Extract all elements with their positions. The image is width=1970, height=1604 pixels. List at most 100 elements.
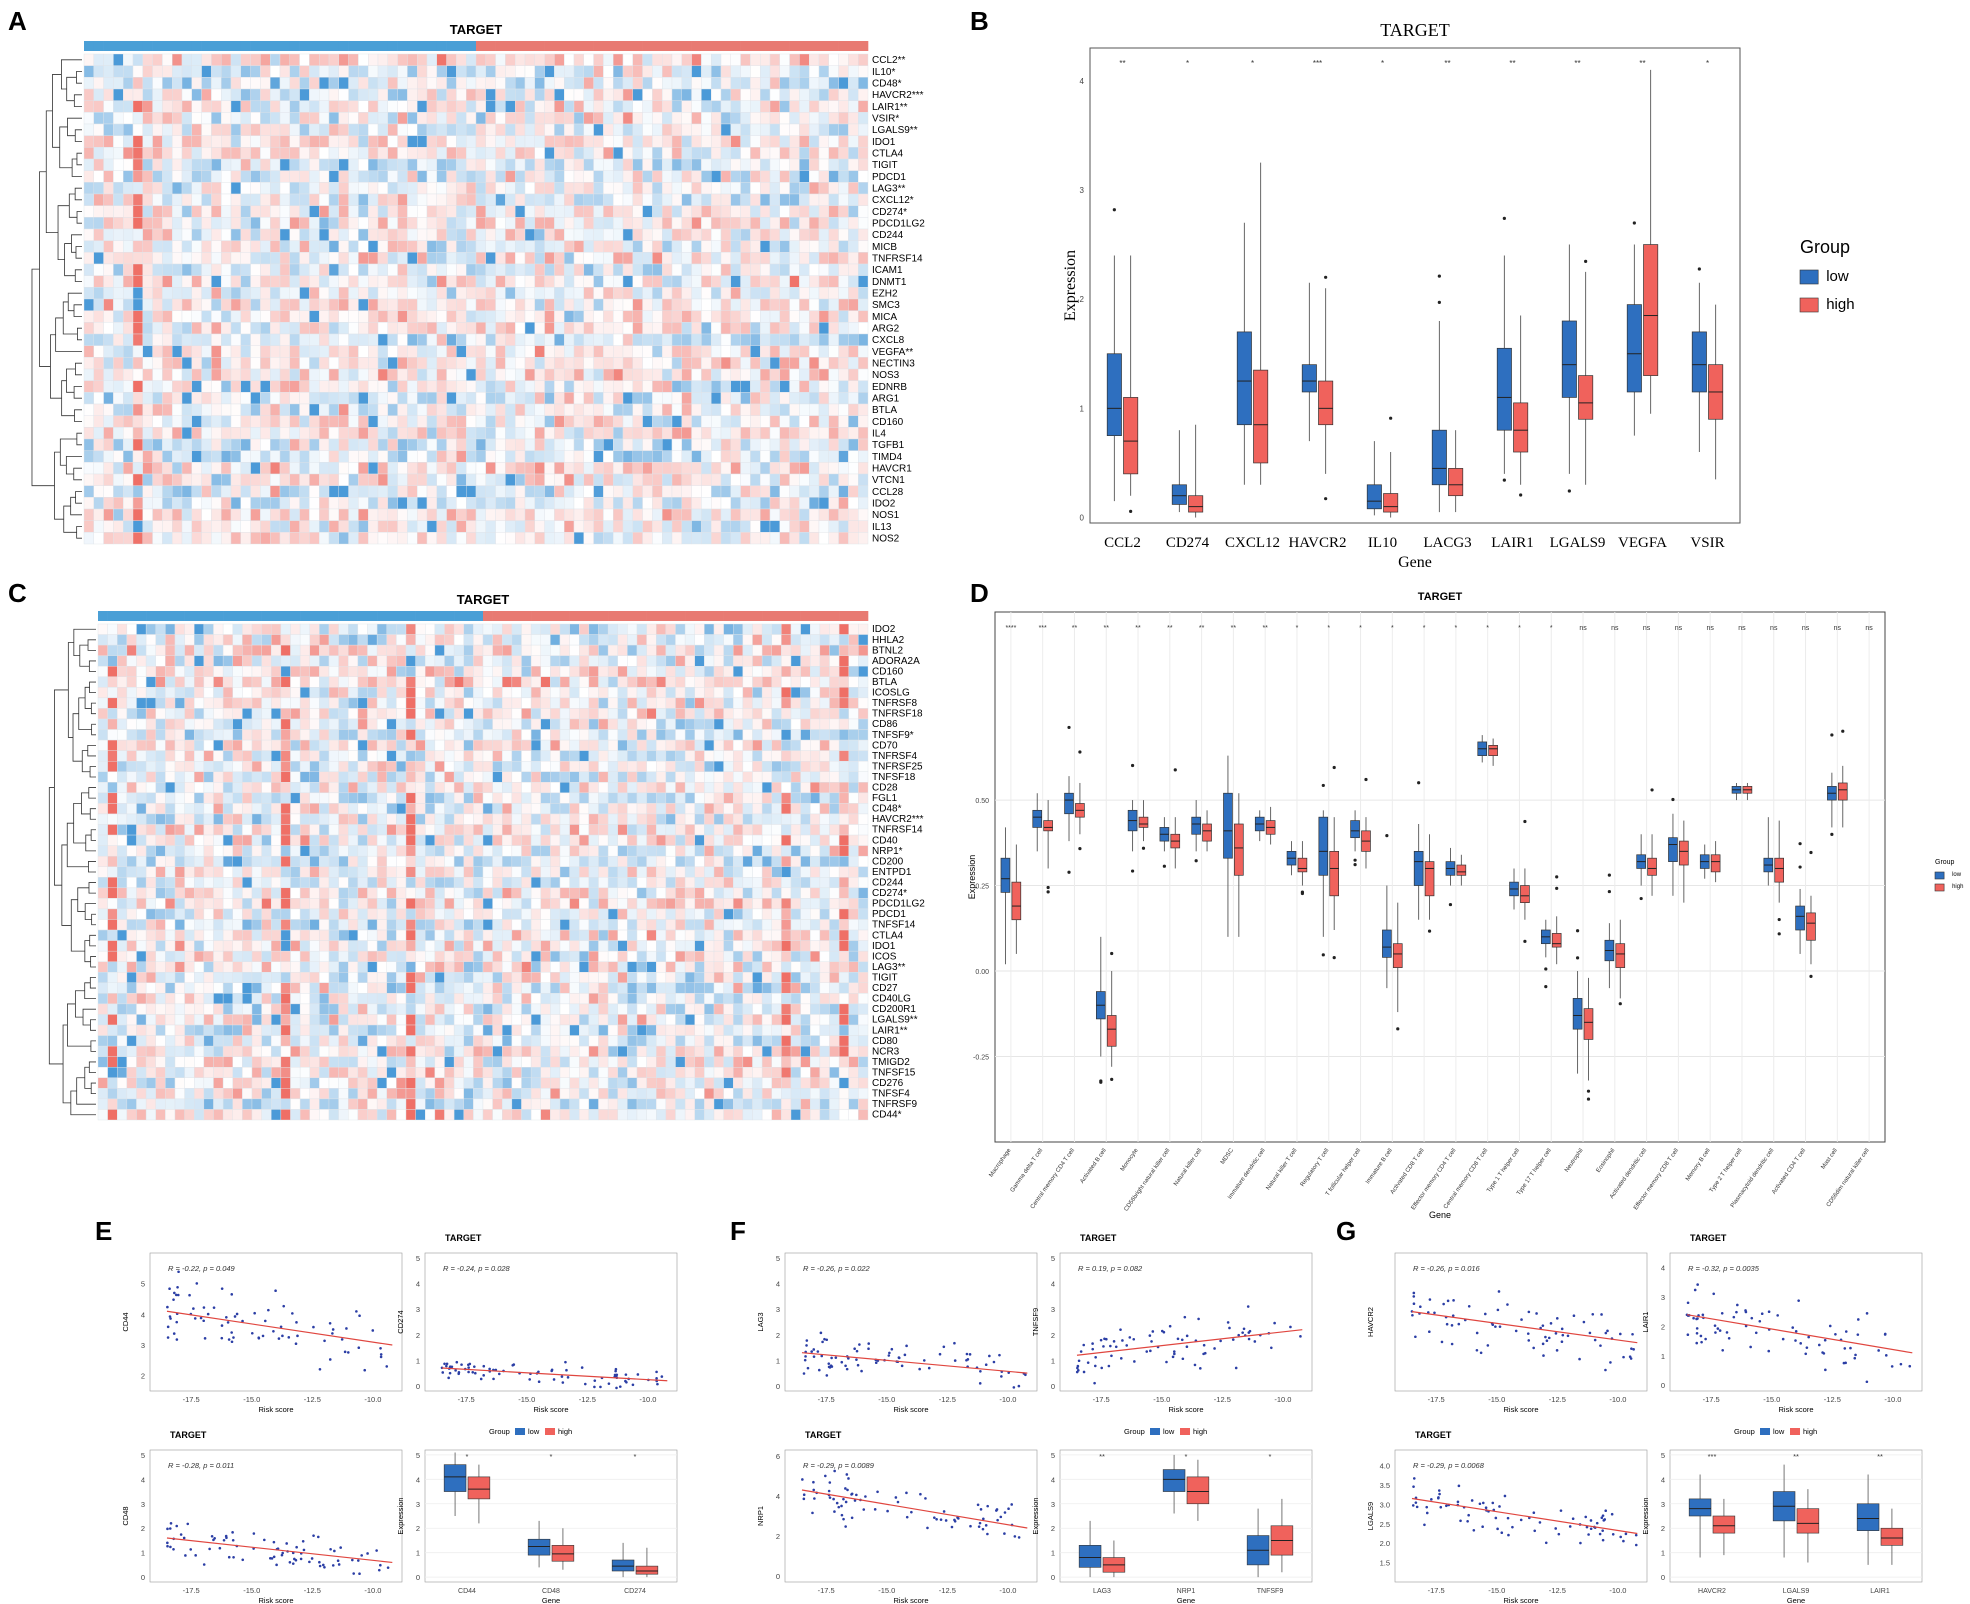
heatmap-cell xyxy=(328,771,339,783)
heatmap-cell xyxy=(642,322,653,335)
heatmap-cell xyxy=(617,644,628,656)
group-bar-cell xyxy=(98,611,108,621)
heatmap-cell xyxy=(280,782,291,794)
heatmap-cell xyxy=(289,415,300,428)
heatmap-cell xyxy=(425,655,436,667)
heatmap-cell xyxy=(652,147,663,160)
heatmap-cell xyxy=(858,760,869,772)
heatmap-cell xyxy=(828,240,839,253)
heatmap-cell xyxy=(113,170,124,183)
heatmap-cell xyxy=(656,771,667,783)
heatmap-cell xyxy=(260,380,271,393)
heatmap-cell xyxy=(544,252,555,265)
heatmap-cell xyxy=(828,298,839,311)
heatmap-cell xyxy=(613,357,624,370)
heatmap-cell xyxy=(251,666,262,677)
heatmap-cell xyxy=(426,532,438,545)
heatmap-cell xyxy=(769,193,781,206)
heatmap-cell xyxy=(701,217,712,230)
heatmap-cell xyxy=(436,135,447,148)
heatmap-cell xyxy=(328,112,340,125)
heatmap-cell xyxy=(126,666,137,677)
heatmap-cell xyxy=(358,193,369,206)
heatmap-cell xyxy=(482,750,493,762)
dendrogram-branch xyxy=(76,71,82,84)
heatmap-cell xyxy=(434,634,445,646)
heatmap-cell xyxy=(309,655,320,667)
heatmap-cell xyxy=(152,193,163,206)
heatmap-cell xyxy=(299,217,310,230)
panel-label-c: C xyxy=(8,578,27,608)
heatmap-cell xyxy=(463,697,474,709)
heatmap-cell xyxy=(598,676,609,688)
heatmap-cell xyxy=(162,310,173,323)
heatmap-cell xyxy=(769,345,781,358)
heatmap-cell xyxy=(713,644,724,656)
heatmap-cell xyxy=(203,666,214,677)
heatmap-cell xyxy=(642,438,653,451)
heatmap-cell xyxy=(152,147,163,160)
heatmap-cell xyxy=(691,333,702,346)
heatmap-cell xyxy=(368,368,379,381)
heatmap-cell xyxy=(779,123,790,136)
heatmap-cell xyxy=(426,322,438,335)
heatmap-cell xyxy=(319,345,330,358)
heatmap-cell xyxy=(524,135,536,148)
heatmap-cell xyxy=(662,380,673,393)
heatmap-cell xyxy=(242,729,253,741)
heatmap-cell xyxy=(113,322,124,335)
heatmap-cell xyxy=(848,697,859,709)
heatmap-cell xyxy=(761,623,772,635)
heatmap-cell xyxy=(220,147,232,160)
dendrogram-branch xyxy=(57,205,70,261)
heatmap-cell xyxy=(495,65,506,78)
heatmap-cell xyxy=(838,508,849,521)
heatmap-cell xyxy=(260,473,271,486)
heatmap-cell xyxy=(201,112,212,125)
gene-label: CTLA4 xyxy=(872,148,904,159)
heatmap-cell xyxy=(603,322,614,335)
heatmap-cell xyxy=(299,739,310,751)
heatmap-cell xyxy=(691,427,702,440)
heatmap-cell xyxy=(761,655,772,667)
heatmap-cell xyxy=(475,427,487,440)
heatmap-cell xyxy=(386,782,397,794)
heatmap-cell xyxy=(107,750,118,762)
heatmap-cell xyxy=(515,123,526,136)
heatmap-cell xyxy=(530,687,541,699)
heatmap-cell xyxy=(309,697,320,709)
heatmap-cell xyxy=(194,718,205,730)
heatmap-cell xyxy=(534,403,545,416)
heatmap-cell xyxy=(368,252,379,265)
heatmap-cell xyxy=(171,438,183,451)
heatmap-cell xyxy=(162,473,173,486)
heatmap-cell xyxy=(446,263,457,276)
dendrogram-branch xyxy=(63,505,77,533)
heatmap-cell xyxy=(684,634,695,646)
heatmap-cell xyxy=(397,462,408,475)
heatmap-cell xyxy=(515,275,526,288)
heatmap-cell xyxy=(515,228,526,241)
heatmap-cell xyxy=(279,228,291,241)
heatmap-cell xyxy=(211,403,222,416)
heatmap-cell xyxy=(733,676,744,688)
heatmap-cell xyxy=(769,497,781,510)
heatmap-cell xyxy=(485,485,496,498)
heatmap-cell xyxy=(720,310,732,323)
heatmap-cell xyxy=(858,135,869,148)
heatmap-cell xyxy=(201,170,212,183)
heatmap-cell xyxy=(613,240,624,253)
heatmap-cell xyxy=(407,112,418,125)
heatmap-cell xyxy=(348,729,359,741)
heatmap-cell xyxy=(789,345,800,358)
heatmap-cell xyxy=(103,252,114,265)
heatmap-cell xyxy=(463,760,474,772)
heatmap-cell xyxy=(838,158,849,171)
heatmap-cell xyxy=(511,655,522,667)
heatmap-cell xyxy=(181,123,193,136)
heatmap-cell xyxy=(466,158,477,171)
heatmap-cell xyxy=(220,310,232,323)
heatmap-cell xyxy=(309,322,320,335)
heatmap-cell xyxy=(426,88,438,101)
heatmap-cell xyxy=(691,240,702,253)
